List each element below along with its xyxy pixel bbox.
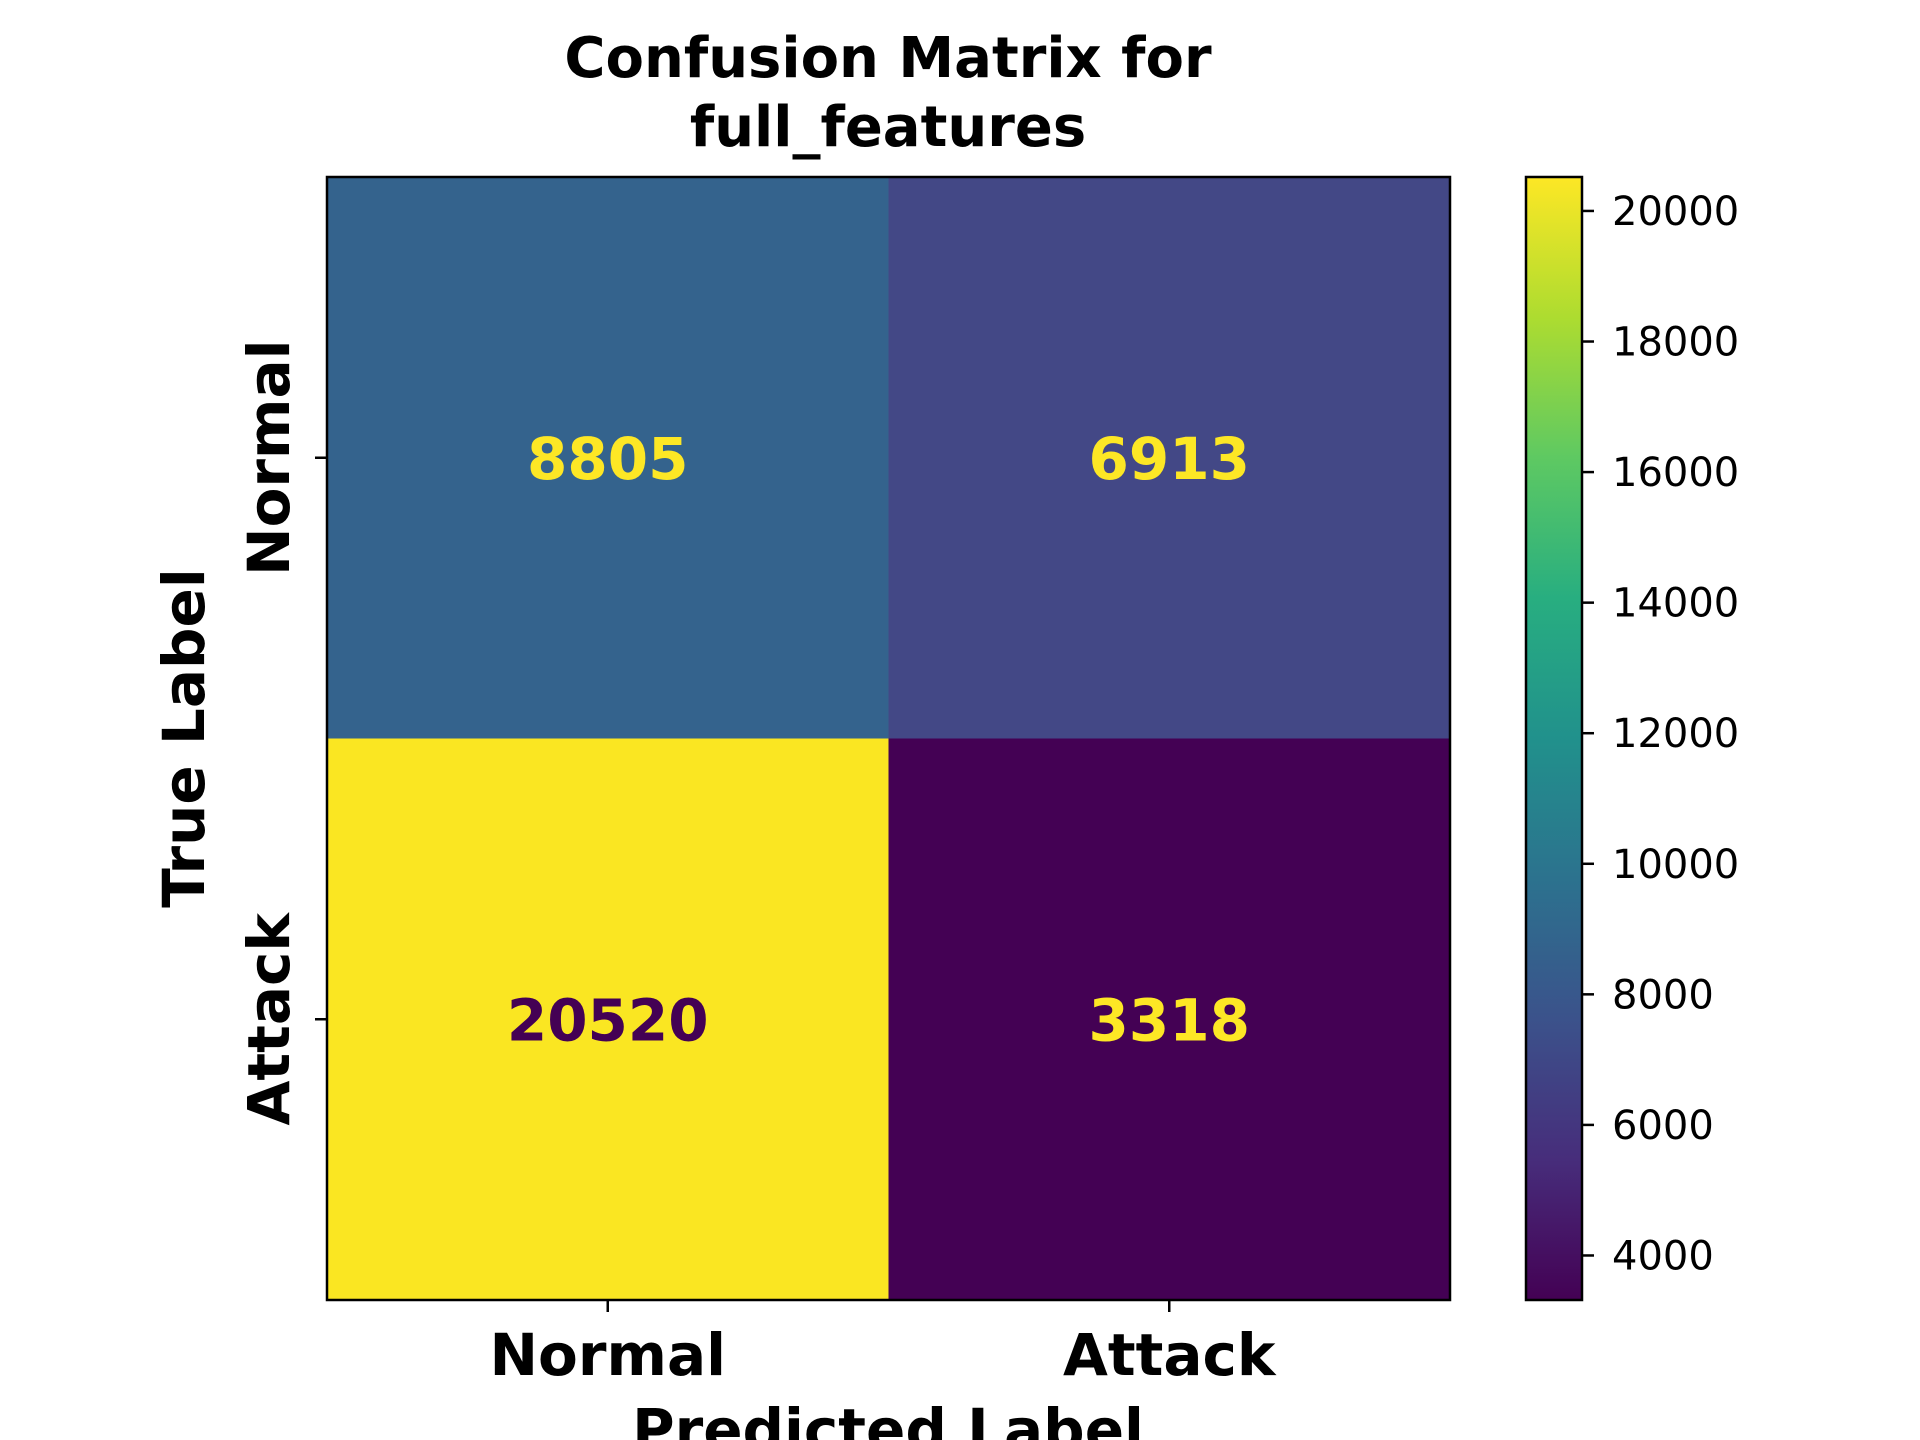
colorbar-tick-label-1: 6000: [1612, 1103, 1714, 1149]
colorbar-tick-label-5: 14000: [1612, 581, 1739, 627]
chart-title-line-1: Confusion Matrix for: [564, 26, 1212, 91]
plot-frame: [325, 175, 1452, 1302]
colorbar-tick-label-4: 12000: [1612, 711, 1739, 757]
colorbar: [1524, 175, 1584, 1302]
heatmap-cell-0-0: [327, 177, 889, 739]
y-tick-label-0: Normal: [235, 340, 303, 576]
x-axis-ticks: Normal Attack: [490, 1300, 1277, 1389]
y-axis-ticks: Normal Attack: [235, 340, 327, 1126]
chart-title-line-2: full_features: [690, 95, 1086, 160]
x-axis-label: Predicted Label: [632, 1396, 1144, 1440]
y-axis-label: True Label: [150, 568, 218, 907]
heatmap-cells: [327, 177, 1450, 1300]
heatmap-cell-1-0: [327, 738, 889, 1300]
colorbar-tick-label-6: 16000: [1612, 450, 1739, 496]
colorbar-tick-label-3: 10000: [1612, 842, 1739, 888]
x-tick-label-0: Normal: [490, 1321, 726, 1389]
colorbar-tick-label-8: 20000: [1612, 189, 1739, 235]
y-tick-label-1: Attack: [235, 912, 303, 1126]
colorbar-tick-label-2: 8000: [1612, 972, 1714, 1018]
cell-value-label-1-0: 20520: [507, 986, 709, 1054]
colorbar-tick-label-7: 18000: [1612, 320, 1739, 366]
colorbar-tick-label-0: 4000: [1612, 1233, 1714, 1279]
heatmap-cell-labels: 8805 6913 20520 3318: [507, 425, 1250, 1055]
cell-value-label-1-1: 3318: [1089, 986, 1250, 1054]
cell-value-label-0-0: 8805: [527, 425, 688, 493]
colorbar-ticks: 4000 6000 8000 10000 12000 14000 16000 18000 200…: [1582, 189, 1739, 1279]
x-tick-label-1: Attack: [1063, 1321, 1277, 1389]
heatmap-cell-0-1: [888, 177, 1450, 739]
heatmap-cell-1-1: [888, 738, 1450, 1300]
cell-value-label-0-1: 6913: [1089, 425, 1250, 493]
